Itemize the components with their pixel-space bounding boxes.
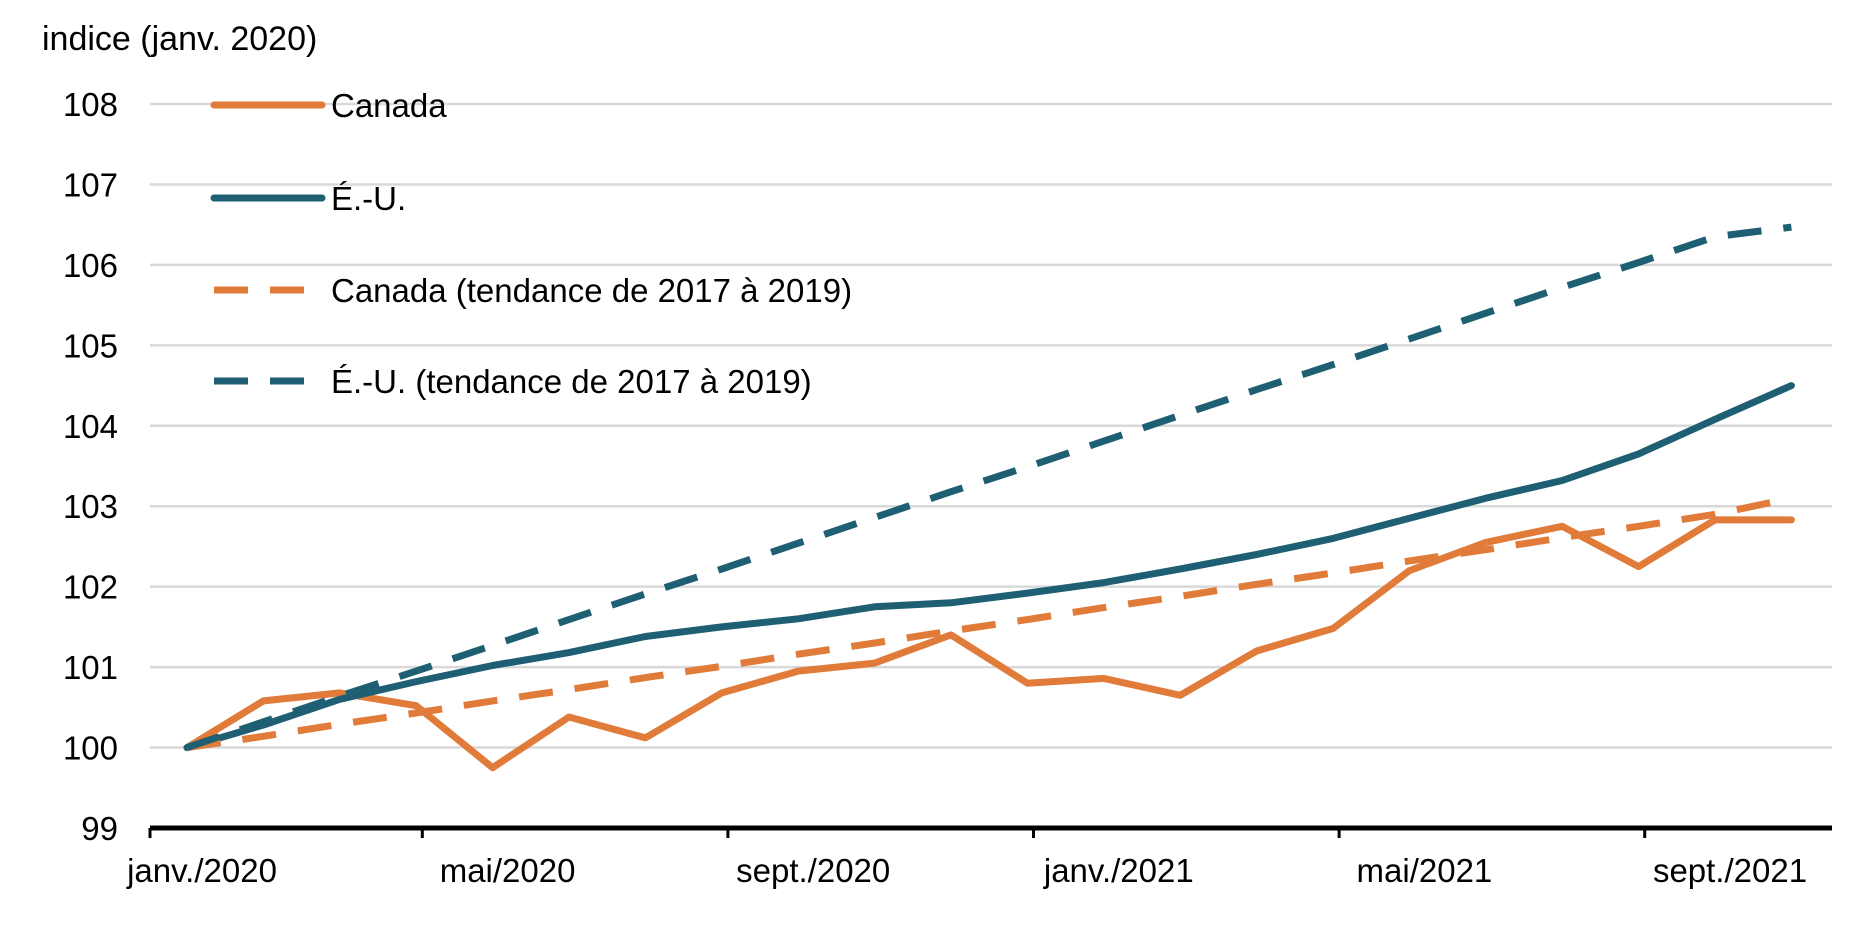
x-tick-label: janv./2020 [126,852,277,889]
legend-label-1: Canada [331,87,447,124]
legend-label-3: Canada (tendance de 2017 à 2019) [331,272,852,309]
x-tick-label: mai/2020 [440,852,576,889]
y-tick-label-108: 108 [63,86,118,123]
series-lines [183,223,1795,772]
legend: Canada É.-U. Canada (tendance de 2017 à 20… [210,87,852,400]
x-tick-label: janv./2021 [1043,852,1194,889]
y-tick-label-107: 107 [63,166,118,203]
y-tick-label-104: 104 [63,408,118,445]
y-tick-label-103: 103 [63,488,118,525]
y-tick-label-100: 100 [63,730,118,767]
legend-label-2: É.-U. [331,180,406,217]
x-tick-label: sept./2020 [736,852,890,889]
y-axis-title: indice (janv. 2020) [42,20,317,58]
series-line-2 [183,382,1795,752]
x-tick-label: sept./2021 [1653,852,1807,889]
x-tick-label: mai/2021 [1357,852,1493,889]
series-line-4 [185,223,1792,751]
legend-label-4: É.-U. (tendance de 2017 à 2019) [331,363,812,400]
series-line-3 [186,494,1793,752]
series-line-1 [183,516,1795,772]
y-tick-label-99: 99 [81,810,118,847]
y-tick-label-102: 102 [63,569,118,606]
y-tick-label-106: 106 [63,247,118,284]
axes: 99 100 101 102 103 104 105 106 107 108 janv./2020 m… [63,86,1832,889]
y-tick-label-101: 101 [63,649,118,686]
y-tick-label-105: 105 [63,327,118,364]
